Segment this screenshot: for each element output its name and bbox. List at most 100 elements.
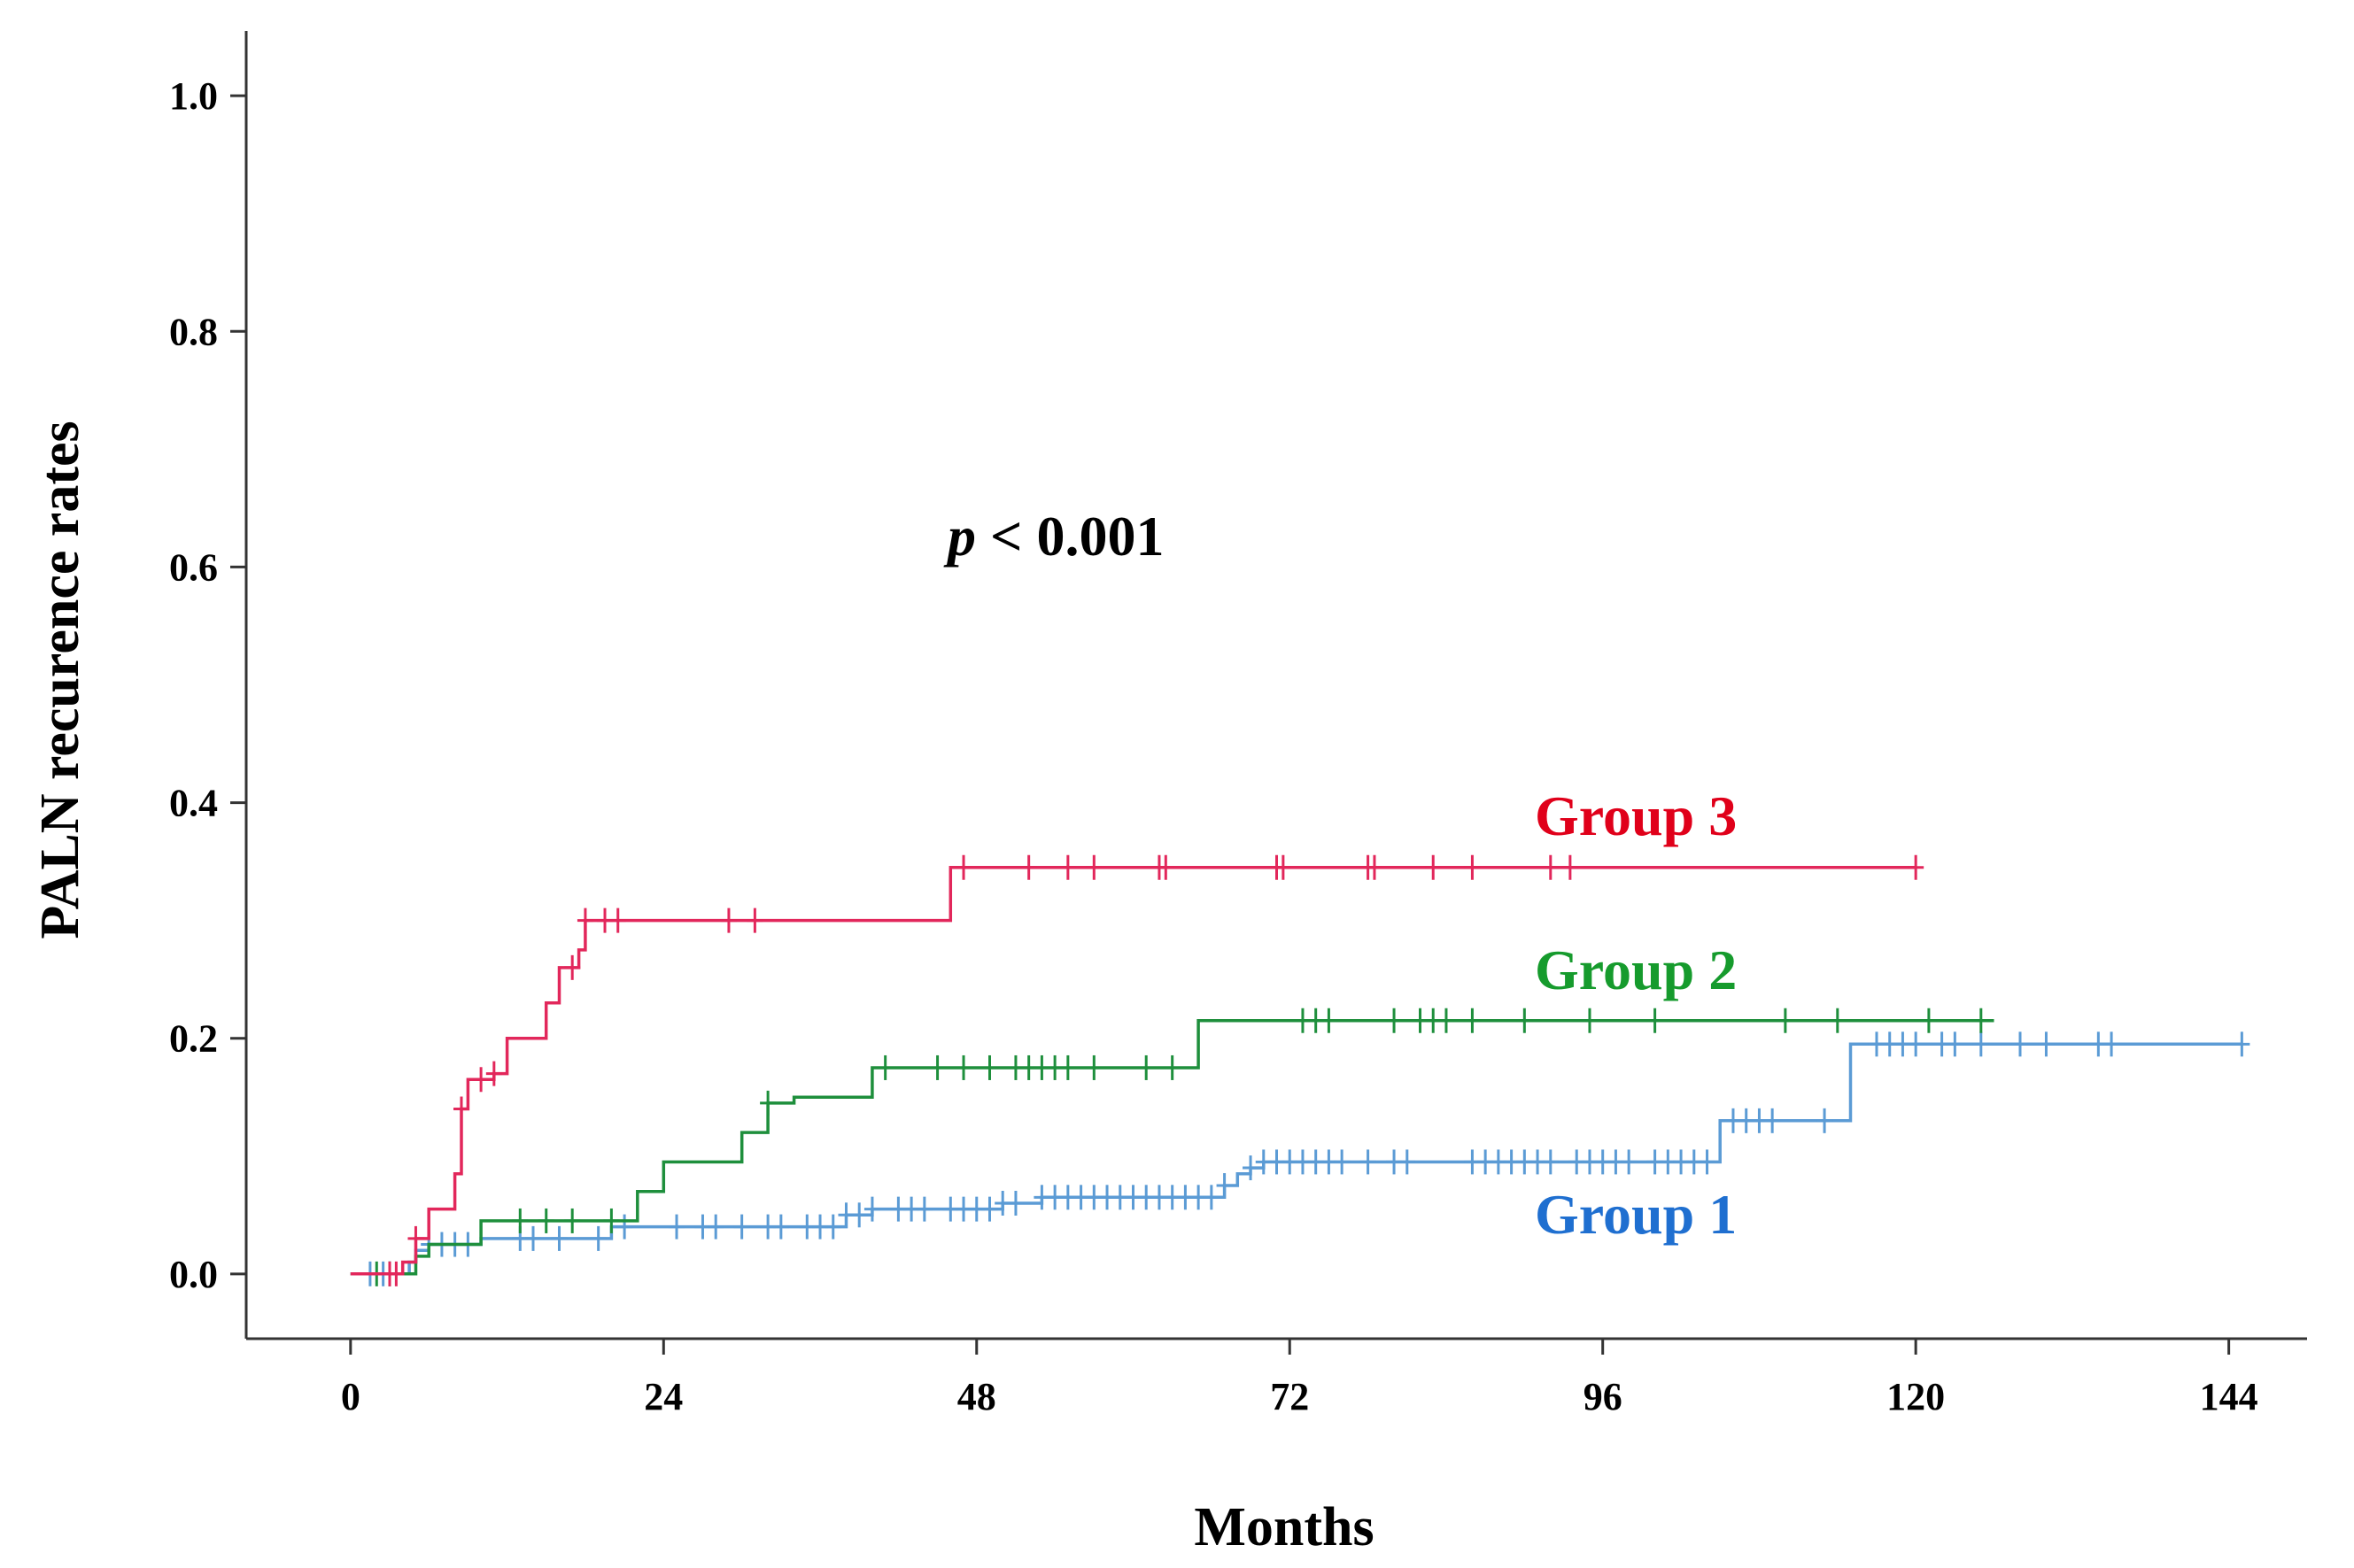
group-3-censor-mark xyxy=(1366,854,1382,880)
group-2-censor-mark xyxy=(1437,1008,1454,1033)
group-2-censor-mark xyxy=(956,1054,972,1080)
group-1-censor-mark xyxy=(1542,1149,1559,1175)
x-tick-label: 144 xyxy=(2200,1375,2258,1418)
group-1-censor-mark xyxy=(1621,1149,1638,1175)
p-value-symbol: p xyxy=(943,505,976,568)
group-2-censor-mark xyxy=(1920,1008,1937,1033)
group-3-censor-mark xyxy=(453,1096,470,1122)
group-1-censor-mark xyxy=(981,1196,998,1222)
group-2-censor-mark xyxy=(760,1090,777,1116)
group-2-censor-mark xyxy=(1516,1008,1533,1033)
group-1-censor-mark xyxy=(551,1225,568,1251)
group-2-censor-mark xyxy=(877,1054,894,1080)
group-3-censor-mark xyxy=(1020,854,1037,880)
group-2-censor-mark xyxy=(981,1054,998,1080)
x-tick-label: 72 xyxy=(1270,1375,1309,1418)
group-3-censor-mark xyxy=(407,1225,424,1251)
group-1-censor-mark xyxy=(1908,1031,1924,1057)
group-2-censor-mark xyxy=(929,1054,946,1080)
group-3-series xyxy=(350,854,1924,1286)
group-1-censor-mark xyxy=(772,1214,789,1240)
group-1-step-line xyxy=(350,1042,2242,1276)
group-1-censor-mark xyxy=(1947,1031,1963,1057)
group-2-censor-mark xyxy=(1829,1008,1846,1033)
group-1-censor-mark xyxy=(1203,1185,1220,1210)
p-value-annotation: p < 0.001 xyxy=(943,505,1164,568)
group-1-censor-mark xyxy=(1359,1149,1376,1175)
y-tick-label: 0.4 xyxy=(169,782,218,825)
group-1-censor-mark xyxy=(669,1214,685,1240)
group-2-censor-mark xyxy=(1138,1054,1155,1080)
group-2-censor-mark xyxy=(603,1208,620,1233)
group-3-censor-mark xyxy=(956,854,972,880)
group-3-censor-mark xyxy=(1158,854,1174,880)
x-tick-label: 96 xyxy=(1584,1375,1622,1418)
group-1-censor-mark xyxy=(708,1214,724,1240)
group-1-censor-mark xyxy=(1816,1108,1833,1133)
x-tick-label: 120 xyxy=(1886,1375,1945,1418)
group-2-label: Group 2 xyxy=(1535,938,1737,1001)
group-3-censor-mark xyxy=(609,908,626,933)
x-axis-title: Months xyxy=(1194,1497,1374,1557)
group-3-censor-mark xyxy=(577,908,593,933)
group-3-censor-mark xyxy=(1561,854,1578,880)
group-3-label: Group 3 xyxy=(1535,784,1737,847)
group-2-censor-mark xyxy=(1164,1054,1181,1080)
group-2-censor-mark xyxy=(1086,1054,1103,1080)
group-1-censor-mark xyxy=(2038,1031,2055,1057)
group-3-censor-mark xyxy=(564,954,581,980)
group-3-censor-mark xyxy=(1274,854,1291,880)
series-layer xyxy=(350,854,2250,1286)
y-tick-label: 1.0 xyxy=(169,74,218,118)
x-tick-label: 24 xyxy=(644,1375,683,1418)
group-2-censor-mark xyxy=(1581,1008,1598,1033)
y-tick-label: 0.6 xyxy=(169,545,218,589)
group-3-censor-mark xyxy=(1086,854,1103,880)
group-1-censor-mark xyxy=(863,1196,880,1222)
group-3-censor-mark xyxy=(1464,854,1481,880)
group-2-censor-mark xyxy=(512,1208,529,1233)
group-2-censor-mark xyxy=(538,1208,554,1233)
group-1-censor-mark xyxy=(916,1196,933,1222)
group-3-censor-mark xyxy=(1542,854,1559,880)
group-2-censor-mark xyxy=(1972,1008,1989,1033)
y-tick-label: 0.0 xyxy=(169,1253,218,1296)
y-tick-label: 0.2 xyxy=(169,1017,218,1061)
group-2-censor-mark xyxy=(1059,1054,1076,1080)
group-1-censor-mark xyxy=(1972,1031,1989,1057)
group-3-censor-mark xyxy=(388,1261,405,1286)
group-1-censor-mark xyxy=(825,1214,841,1240)
group-3-censor-mark xyxy=(473,1067,490,1093)
group-1-censor-mark xyxy=(1334,1149,1351,1175)
group-1-censor-mark xyxy=(2234,1031,2250,1057)
group-2-censor-mark xyxy=(1386,1008,1403,1033)
group-1-censor-mark xyxy=(525,1225,542,1251)
group-2-censor-mark xyxy=(1320,1008,1337,1033)
group-1-censor-mark xyxy=(1699,1149,1715,1175)
group-1-censor-mark xyxy=(1398,1149,1415,1175)
y-axis-title: PALN recurence rates xyxy=(30,421,90,938)
group-2-step-line xyxy=(350,1018,1994,1276)
group-3-censor-mark xyxy=(1425,854,1442,880)
x-tick-label: 48 xyxy=(957,1375,996,1418)
group-1-censor-mark xyxy=(590,1225,607,1251)
group-3-censor-mark xyxy=(720,908,737,933)
group-1-censor-mark xyxy=(851,1202,868,1228)
group-1-censor-mark xyxy=(2011,1031,2028,1057)
group-2-censor-mark xyxy=(1464,1008,1481,1033)
group-3-censor-mark xyxy=(485,1061,502,1086)
group-1-censor-mark xyxy=(1243,1155,1259,1181)
group-1-label: Group 1 xyxy=(1535,1183,1737,1246)
group-1-censor-mark xyxy=(2103,1031,2120,1057)
group-1-censor-mark xyxy=(733,1214,750,1240)
group-1-censor-mark xyxy=(1216,1173,1233,1199)
y-tick-label: 0.8 xyxy=(169,310,218,353)
group-3-censor-mark xyxy=(1059,854,1076,880)
axes: 0 24 48 72 96 120 144 0.0 0.2 0.4 0.6 0.8 1.0 xyxy=(169,31,2307,1418)
group-3-censor-mark xyxy=(1908,854,1924,880)
group-2-censor-mark xyxy=(1777,1008,1793,1033)
x-tick-label: 0 xyxy=(341,1375,360,1418)
group-1-series xyxy=(350,1031,2250,1286)
group-2-censor-mark xyxy=(564,1208,581,1233)
